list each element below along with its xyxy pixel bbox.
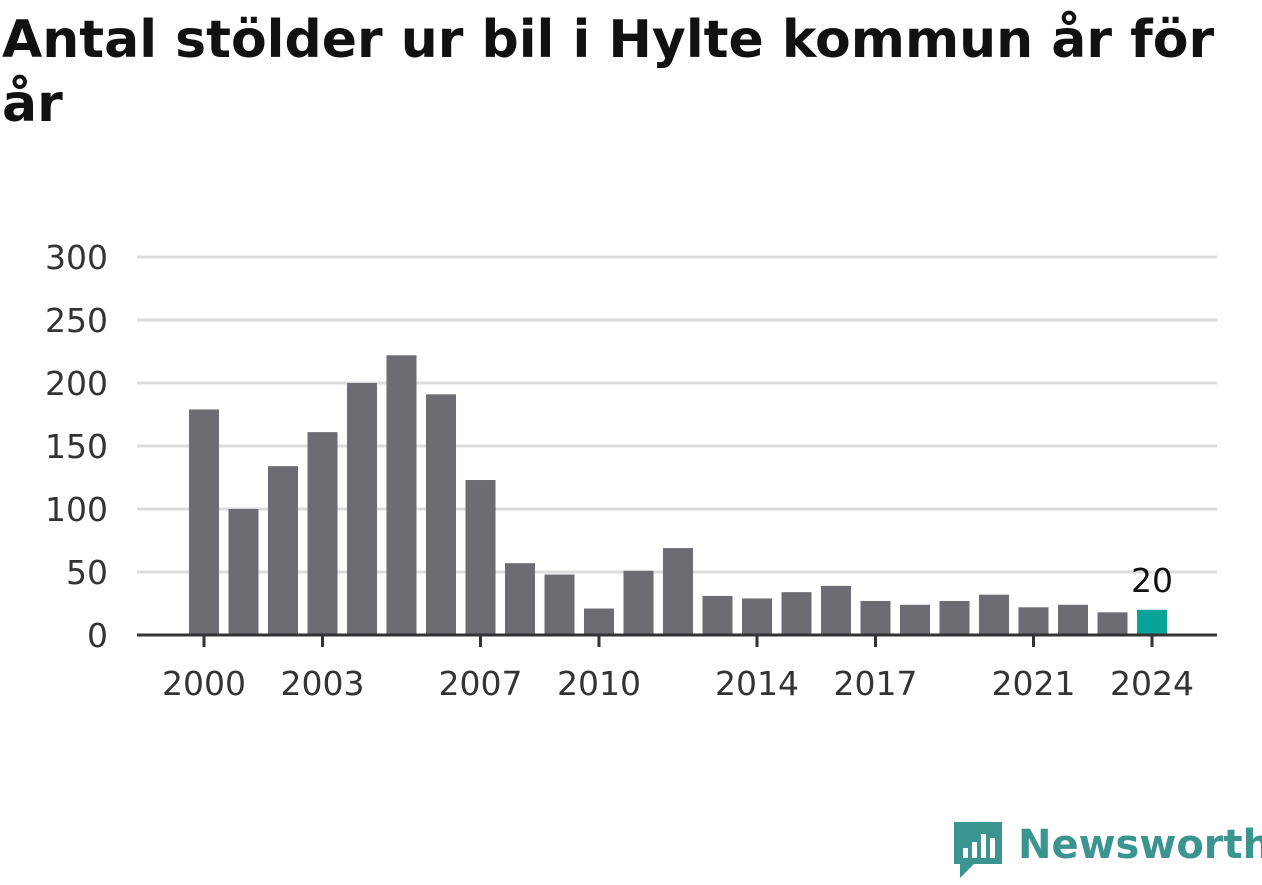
y-tick-label: 300	[45, 238, 108, 277]
x-tick-label: 2003	[281, 664, 365, 703]
x-tick-label: 2021	[992, 664, 1076, 703]
y-tick-label: 200	[45, 364, 108, 403]
brand-name: Newsworthy	[1018, 822, 1262, 868]
y-tick-label: 150	[45, 427, 108, 466]
x-tick-label: 2000	[162, 664, 246, 703]
y-tick-label: 100	[45, 490, 108, 529]
bar-2013	[702, 595, 733, 635]
bar-2019	[939, 600, 970, 635]
bar-2011	[623, 570, 654, 635]
chart-title: Antal stölder ur bil i Hylte kommun år f…	[2, 10, 1215, 134]
y-tick-label: 50	[66, 553, 108, 592]
bar-2007	[465, 480, 496, 635]
bar-2000	[189, 409, 219, 635]
bar-2022	[1058, 604, 1088, 635]
y-tick-label: 0	[87, 616, 108, 655]
bar-2016	[821, 585, 851, 635]
data-labels: 20	[1131, 561, 1173, 600]
bar-2014	[742, 598, 772, 635]
grid-lines	[137, 255, 1217, 574]
bar-2003	[307, 432, 338, 635]
x-tick-label: 2010	[557, 664, 641, 703]
x-tick-label: 2017	[834, 664, 918, 703]
bar-2001	[228, 509, 259, 635]
y-tick-label: 250	[45, 301, 108, 340]
bar-2024	[1137, 609, 1167, 635]
x-tick-label: 2024	[1110, 664, 1194, 703]
data-label-2024: 20	[1131, 561, 1173, 600]
x-tick-label: 2007	[439, 664, 523, 703]
x-tick-label: 2014	[715, 664, 799, 703]
newsworthy-logo: Newsworthy	[950, 818, 1262, 880]
bar-2017	[860, 600, 891, 635]
bar-2015	[781, 592, 812, 635]
bar-2020	[979, 594, 1009, 635]
bar-2010	[584, 608, 614, 635]
bar-2008	[505, 563, 535, 635]
bars	[189, 355, 1167, 635]
bar-2023	[1097, 612, 1128, 635]
bar-2002	[268, 466, 298, 635]
bar-2006	[426, 394, 456, 635]
bar-2021	[1018, 607, 1049, 635]
chat-bar-chart-icon	[954, 822, 1002, 878]
bar-2012	[663, 548, 693, 635]
bar-2009	[544, 574, 575, 635]
bar-2018	[900, 604, 930, 635]
bar-2004	[347, 383, 377, 635]
axes: 0 50 100 150 200 250 300 2000 2003 2007 2010 2014 20…	[45, 238, 1217, 703]
bar-2005	[386, 355, 417, 635]
